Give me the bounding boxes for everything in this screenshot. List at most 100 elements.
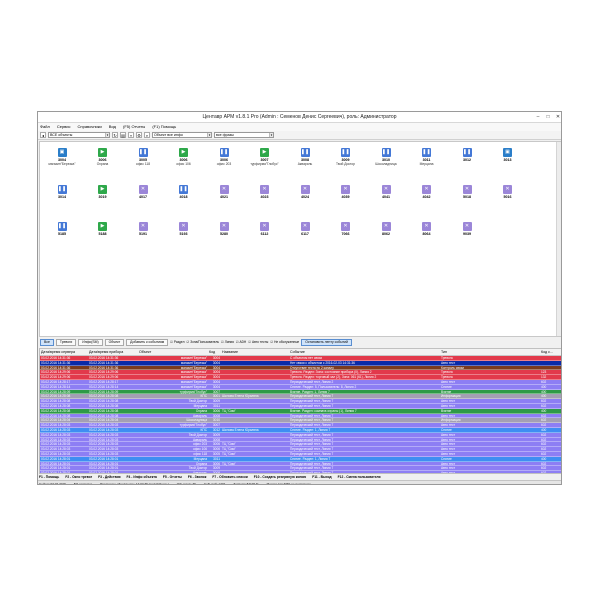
device-tile[interactable]: ❚❚ 3011 Мерцана [408, 148, 446, 176]
table-row[interactable]: 03.02.2016 14:28:08 03.02.2016 14:28:08 Ак… [40, 413, 561, 419]
table-row[interactable]: 03.02.2016 14:28:03 03.02.2016 14:28:03 оф… [40, 442, 561, 448]
device-tile[interactable]: ❚❚ 3012 [448, 148, 486, 176]
menu-service[interactable]: Сервис [56, 124, 71, 129]
search-icon[interactable]: ⌕ [144, 132, 150, 138]
filter-object-button[interactable]: Объект [104, 339, 125, 346]
device-tile[interactable]: ❚❚ 3008 Аквариль [286, 148, 324, 176]
device-tile[interactable]: ✕ 7066 [327, 222, 365, 250]
device-tile[interactable]: ▶ 3006 Охрана [84, 148, 122, 176]
menu-file[interactable]: Файл [40, 124, 50, 129]
table-row[interactable]: 03.02.2016 14:28:03 03.02.2016 14:28:03 оф… [40, 447, 561, 452]
table-row[interactable]: 03.02.2016 14:28:09 03.02.2016 14:28:09 ту… [40, 389, 561, 395]
settings-icon[interactable]: ⚙ [136, 132, 142, 138]
function-key-3[interactable]: F3 - Действия [98, 475, 121, 479]
add-to-events-button[interactable]: Добавить к событиям [126, 339, 169, 346]
stop-event-feed-button[interactable]: Остановить ленту событий [301, 339, 352, 346]
column-header-device-time[interactable]: Дата/время прибора [89, 350, 124, 354]
menu-help[interactable]: (F1) Помощь [152, 124, 177, 129]
minimize-button[interactable]: – [536, 114, 540, 120]
device-panel-scrollbar[interactable] [556, 142, 561, 336]
device-tile[interactable]: ▶ 3007 турфирма"Глобус" [246, 148, 284, 176]
column-header-event-code[interactable]: Код с... [541, 350, 553, 354]
table-row[interactable]: 03.02.2016 14:28:03 03.02.2016 14:28:03 ту… [40, 423, 561, 428]
column-header-type[interactable]: Тип [441, 350, 447, 354]
device-tile[interactable]: ✕ 6112 [246, 222, 284, 250]
table-row[interactable]: 03.02.2016 14:28:08 03.02.2016 14:28:08 Тв… [40, 399, 561, 404]
device-tile[interactable]: ❚❚ 3006 офис 203 [205, 148, 243, 176]
column-header-code[interactable]: Код [209, 350, 216, 354]
device-tile[interactable]: ❚❚ 5185 [43, 222, 81, 250]
table-row[interactable]: 03.02.2016 14:28:04 03.02.2016 14:28:04 Шо… [40, 418, 561, 424]
menu-view[interactable]: Вид [108, 124, 117, 129]
device-tile[interactable]: ✕ 4024 [286, 185, 324, 213]
device-tile[interactable]: ✕ 4039 [327, 185, 365, 213]
device-tile[interactable]: ✕ 5018 [448, 185, 486, 213]
device-tile[interactable]: ✕ 8064 [408, 222, 446, 250]
table-row[interactable]: 03.02.2016 14:29:06 03.02.2016 14:29:06 ма… [40, 370, 561, 376]
table-row[interactable]: 03.02.2016 14:28:01 03.02.2016 14:28:01 Ох… [40, 461, 561, 467]
function-key-1[interactable]: F1 - Помощь [39, 475, 60, 479]
table-row[interactable]: 03.02.2016 14:31:36 03.02.2016 14:31:36 ма… [40, 360, 561, 366]
function-key-10[interactable]: F12 - Смена пользователя [337, 475, 381, 479]
refresh-icon[interactable]: ↻ [112, 132, 118, 138]
table-row[interactable]: 03.02.2016 14:31:36 03.02.2016 14:31:36 ма… [40, 365, 561, 371]
device-tile[interactable]: ▣ 3013 [489, 148, 527, 176]
table-row[interactable]: 03.02.2016 14:31:36 03.02.2016 14:31:36 ма… [40, 356, 561, 361]
device-tile[interactable]: ✕ 9039 [448, 222, 486, 250]
filter-info-sms-button[interactable]: Инфо(SM) [78, 339, 103, 346]
objects-combo[interactable]: ВСЕ объекты ▾ [48, 132, 110, 138]
table-row[interactable]: 03.02.2016 14:28:03 03.02.2016 14:28:03 КП… [40, 428, 561, 433]
object-info-combo[interactable]: Объект все инфо ▾ [152, 132, 212, 138]
check-unserved[interactable]: ☑ Не обслуженные [270, 340, 300, 344]
device-tile[interactable]: ❚❚ 3014 [43, 185, 81, 213]
menu-reports[interactable]: (F5) Отчеты [123, 124, 146, 129]
column-header-object[interactable]: Объект [139, 350, 152, 354]
function-key-5[interactable]: F5 - Отчеты [162, 475, 182, 479]
table-row[interactable]: 03.02.2016 14:28:01 03.02.2016 14:28:01 Ак… [40, 471, 561, 473]
function-key-8[interactable]: F10 - Создать резервную копию [253, 475, 307, 479]
filter-icon[interactable]: ▿ [128, 132, 134, 138]
device-tile[interactable]: ❚❚ 3009 Твой Доктор [327, 148, 365, 176]
nav-back-icon[interactable]: ◂ [40, 132, 46, 138]
device-tile[interactable]: ▶ 5188 [84, 222, 122, 250]
device-tile[interactable]: ▶ 3019 [84, 185, 122, 213]
device-tile[interactable]: ✕ 8062 [367, 222, 405, 250]
close-button[interactable]: ✕ [555, 114, 561, 120]
device-tile[interactable]: ✕ 4042 [408, 185, 446, 213]
device-tile[interactable]: ✕ 4041 [367, 185, 405, 213]
table-row[interactable]: 03.02.2016 14:28:08 03.02.2016 14:28:08 КП… [40, 394, 561, 400]
device-tile[interactable]: ✕ 5280 [205, 222, 243, 250]
device-tile[interactable]: ▣ 3004 магазин"Березка" [43, 148, 81, 176]
table-row[interactable]: 03.02.2016 14:29:06 03.02.2016 14:29:06 ма… [40, 375, 561, 380]
column-header-server-time[interactable]: Дата/время сервера [41, 350, 75, 354]
menu-directories[interactable]: Справочники [77, 124, 102, 129]
function-key-9[interactable]: F11 - Выход [312, 475, 332, 479]
table-row[interactable]: 03.02.2016 14:28:01 03.02.2016 14:28:01 Ме… [40, 456, 561, 462]
maximize-button[interactable]: □ [546, 114, 550, 120]
phrase-combo[interactable]: все фразы ▾ [214, 132, 274, 138]
function-key-2[interactable]: F2 - Окно тревог [65, 475, 93, 479]
table-row[interactable]: 03.02.2016 14:28:01 03.02.2016 14:28:01 Тв… [40, 466, 561, 472]
device-tile[interactable]: ▶ 3006 офис 106 [165, 148, 203, 176]
table-row[interactable]: 03.02.2016 14:28:08 03.02.2016 14:28:08 Ох… [40, 408, 561, 414]
device-tile[interactable]: ✕ 4021 [205, 185, 243, 213]
table-row[interactable]: 03.02.2016 14:28:03 03.02.2016 14:28:03 оф… [40, 452, 561, 457]
folder-icon[interactable]: ▤ [120, 132, 126, 138]
device-tile[interactable]: ✕ 6117 [286, 222, 324, 250]
filter-alarms-button[interactable]: Тревоги [55, 339, 77, 346]
check-adh[interactable]: ☑ ADH [235, 340, 247, 344]
check-auto-tests[interactable]: ☑ Авто тесты [248, 340, 269, 344]
table-row[interactable]: 03.02.2016 14:28:17 03.02.2016 14:28:17 ма… [40, 380, 561, 385]
device-tile[interactable]: ✕ 4023 [246, 185, 284, 213]
function-key-4[interactable]: F4 - Инфо объекта [126, 475, 157, 479]
device-tile[interactable]: ✕ 5193 [165, 222, 203, 250]
column-header-event[interactable]: Событие [290, 350, 305, 354]
column-header-title[interactable]: Название [222, 350, 239, 354]
device-tile[interactable]: ✕ 4017 [124, 185, 162, 213]
device-tile[interactable]: ✕ 5191 [124, 222, 162, 250]
device-tile[interactable]: ✕ 5016 [489, 185, 527, 213]
device-tile[interactable]: ❚❚ 3010 Шоколадница [367, 148, 405, 176]
table-row[interactable]: 03.02.2016 14:28:03 03.02.2016 14:28:03 Ак… [40, 437, 561, 443]
check-zone-user[interactable]: ☑ Зона/Пользователь [186, 340, 219, 344]
table-row[interactable]: 03.02.2016 14:28:08 03.02.2016 14:28:08 Ме… [40, 404, 561, 409]
